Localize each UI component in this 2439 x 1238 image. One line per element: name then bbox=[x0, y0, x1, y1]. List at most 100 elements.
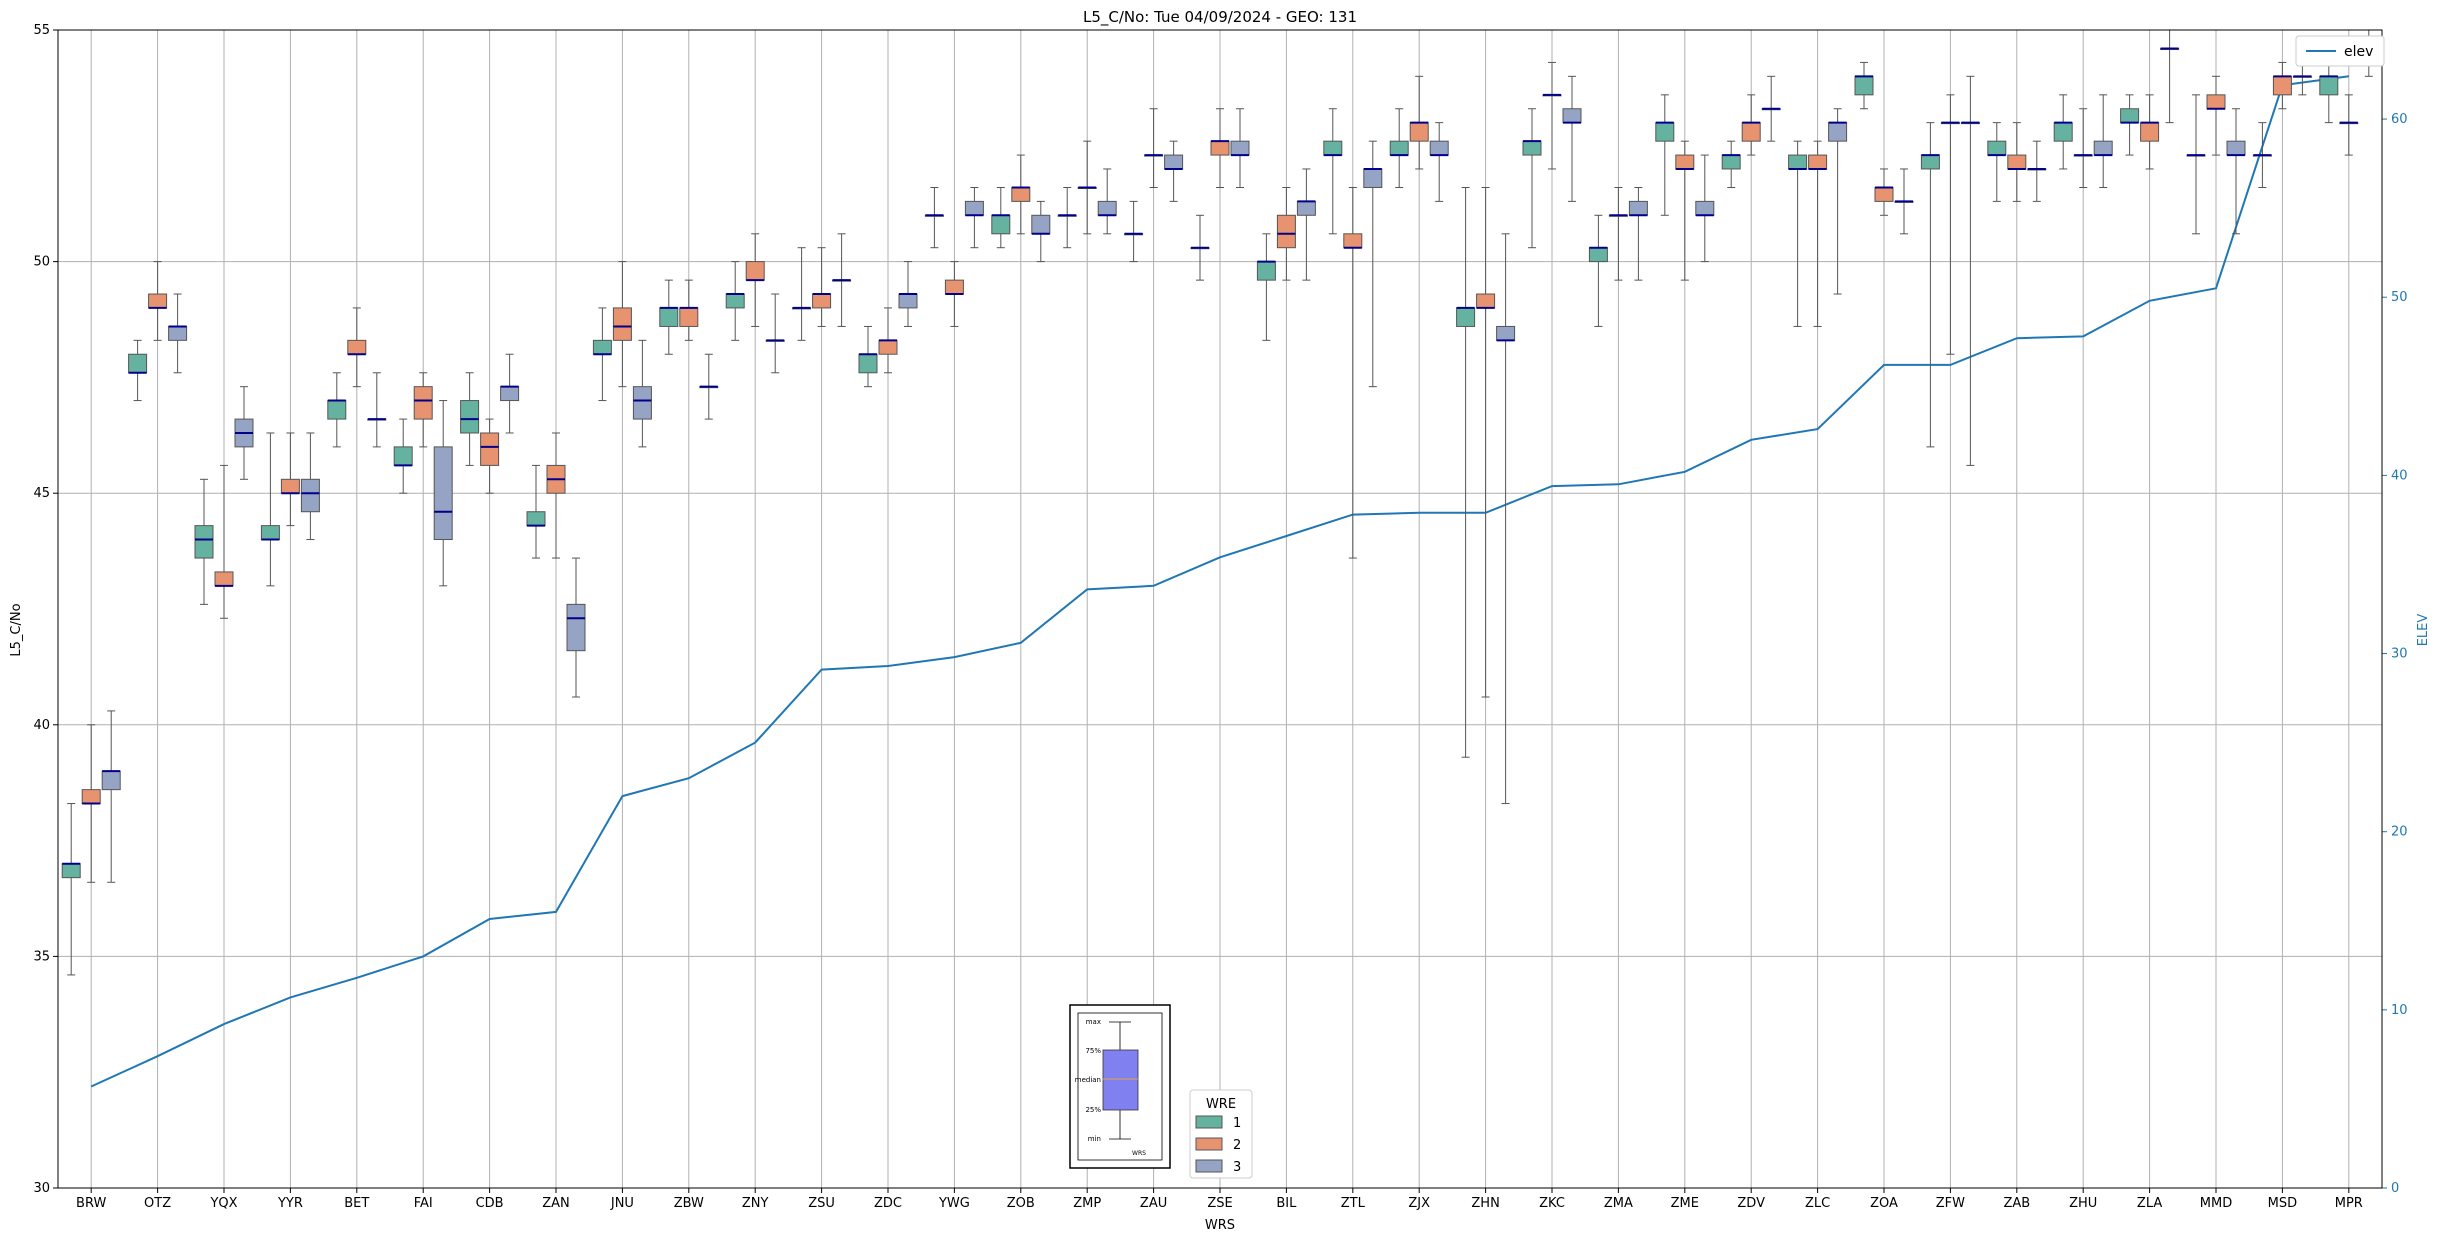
box-body bbox=[1456, 307, 1476, 327]
box-body bbox=[2206, 94, 2226, 110]
y-tick-label: 35 bbox=[33, 949, 50, 964]
box-body bbox=[1675, 154, 1695, 170]
y-tick-label: 40 bbox=[33, 718, 50, 733]
box-body bbox=[1011, 186, 1031, 202]
box-body bbox=[1562, 108, 1582, 124]
box-body bbox=[300, 478, 320, 513]
elev-layer bbox=[90, 75, 2349, 1088]
x-tick-label: ZSE bbox=[1207, 1196, 1232, 1211]
box-ZSE-wre1 bbox=[1190, 214, 1210, 281]
y-tick-label: 55 bbox=[33, 23, 50, 38]
y2-tick-label: 30 bbox=[2391, 647, 2408, 662]
box-BET-wre1 bbox=[327, 372, 347, 448]
grid bbox=[58, 29, 2382, 1189]
box-YWG-wre2 bbox=[944, 261, 964, 327]
x-tick-label: BET bbox=[344, 1196, 369, 1211]
box-body bbox=[898, 293, 918, 309]
box-ZDC-wre3 bbox=[898, 261, 918, 327]
box-body bbox=[194, 525, 214, 559]
box-body bbox=[1097, 200, 1117, 216]
box-body bbox=[1343, 233, 1363, 249]
box-MSD-wre1 bbox=[2252, 122, 2272, 188]
box-body bbox=[280, 478, 300, 494]
box-CDB-wre3 bbox=[500, 353, 520, 434]
box-BET-wre3 bbox=[367, 372, 387, 448]
box-ZAN-wre3 bbox=[566, 557, 586, 698]
x-tick-label: ZJX bbox=[1408, 1196, 1430, 1211]
y2-tick-label: 40 bbox=[2391, 468, 2408, 483]
x-tick-label: ZFW bbox=[1936, 1196, 1965, 1211]
box-body bbox=[1230, 140, 1250, 156]
box-MMD-wre1 bbox=[2186, 94, 2206, 235]
box-body bbox=[393, 446, 413, 466]
box-ZLA-wre1 bbox=[2120, 94, 2140, 156]
box-ZSU-wre3 bbox=[832, 233, 852, 327]
box-ZDC-wre1 bbox=[858, 325, 878, 388]
box-body bbox=[566, 603, 586, 652]
y2-tick-label: 0 bbox=[2391, 1181, 2399, 1196]
x-tick-label: ZKC bbox=[1539, 1196, 1565, 1211]
x-tick-label: ZAB bbox=[2003, 1196, 2030, 1211]
box-ZHU-wre2 bbox=[2073, 108, 2093, 188]
wre-legend-swatch-1 bbox=[1195, 1115, 1223, 1129]
box-ZNY-wre2 bbox=[745, 233, 765, 327]
box-CDB-wre1 bbox=[460, 372, 480, 466]
box-body bbox=[61, 863, 81, 879]
box-ZAB-wre3 bbox=[2027, 140, 2047, 202]
box-ZOA-wre2 bbox=[1874, 168, 1894, 216]
box-body bbox=[2140, 122, 2160, 142]
box-ZAB-wre1 bbox=[1987, 122, 2007, 202]
x-tick-label: OTZ bbox=[144, 1196, 171, 1211]
box-body bbox=[1210, 140, 1230, 156]
box-JNU-wre3 bbox=[632, 339, 652, 448]
x-axis-label: WRS bbox=[1205, 1218, 1235, 1233]
box-ZDC-wre2 bbox=[878, 307, 898, 374]
y2-tick-label: 60 bbox=[2391, 112, 2408, 127]
box-ZAU-wre3 bbox=[1164, 140, 1184, 202]
box-ZLC-wre2 bbox=[1808, 140, 1828, 327]
box-body bbox=[413, 386, 433, 420]
box-ZKC-wre2 bbox=[1542, 61, 1562, 170]
box-JNU-wre2 bbox=[612, 261, 632, 388]
box-body bbox=[612, 307, 632, 341]
box-body bbox=[1987, 140, 2007, 156]
box-YYR-wre2 bbox=[280, 432, 300, 527]
box-ZHN-wre2 bbox=[1476, 186, 1496, 698]
box-body bbox=[964, 200, 984, 216]
box-BIL-wre2 bbox=[1276, 186, 1296, 281]
box-body bbox=[1522, 140, 1542, 156]
box-ZTL-wre1 bbox=[1323, 108, 1343, 235]
box-ZOA-wre3 bbox=[1894, 168, 1914, 235]
x-tick-label: ZTL bbox=[1341, 1196, 1366, 1211]
box-ZSU-wre2 bbox=[812, 247, 832, 327]
box-body bbox=[2007, 154, 2027, 170]
wre-legend-label-1: 1 bbox=[1233, 1116, 1241, 1131]
box-ZHU-wre1 bbox=[2053, 94, 2073, 170]
box-CDB-wre2 bbox=[480, 418, 500, 494]
box-body bbox=[1031, 214, 1051, 235]
box-ZTL-wre3 bbox=[1363, 140, 1383, 388]
x-tick-label: ZMA bbox=[1604, 1196, 1633, 1211]
box-body bbox=[1808, 154, 1828, 170]
box-ZFW-wre3 bbox=[1960, 75, 1980, 466]
x-tick-label: JNU bbox=[610, 1196, 634, 1211]
box-ZTL-wre2 bbox=[1343, 186, 1363, 559]
x-tick-label: ZAU bbox=[1140, 1196, 1167, 1211]
box-OTZ-wre3 bbox=[168, 293, 188, 374]
wre-legend: WRE 1 2 3 bbox=[1189, 1089, 1253, 1179]
box-MPR-wre1 bbox=[2319, 61, 2339, 124]
wre-legend-swatch-3 bbox=[1195, 1159, 1223, 1173]
box-ZMA-wre2 bbox=[1608, 186, 1628, 281]
box-ZAU-wre1 bbox=[1124, 200, 1144, 263]
x-tick-label: ZDC bbox=[874, 1196, 902, 1211]
box-ZOB-wre1 bbox=[991, 186, 1011, 249]
box-MSD-wre2 bbox=[2272, 61, 2292, 110]
box-ZOB-wre2 bbox=[1011, 154, 1031, 235]
box-body bbox=[168, 325, 188, 341]
box-body bbox=[858, 353, 878, 374]
box-body bbox=[1788, 154, 1808, 170]
x-tick-label: BRW bbox=[76, 1196, 106, 1211]
box-body bbox=[632, 386, 652, 420]
box-BRW-wre3 bbox=[101, 710, 121, 883]
